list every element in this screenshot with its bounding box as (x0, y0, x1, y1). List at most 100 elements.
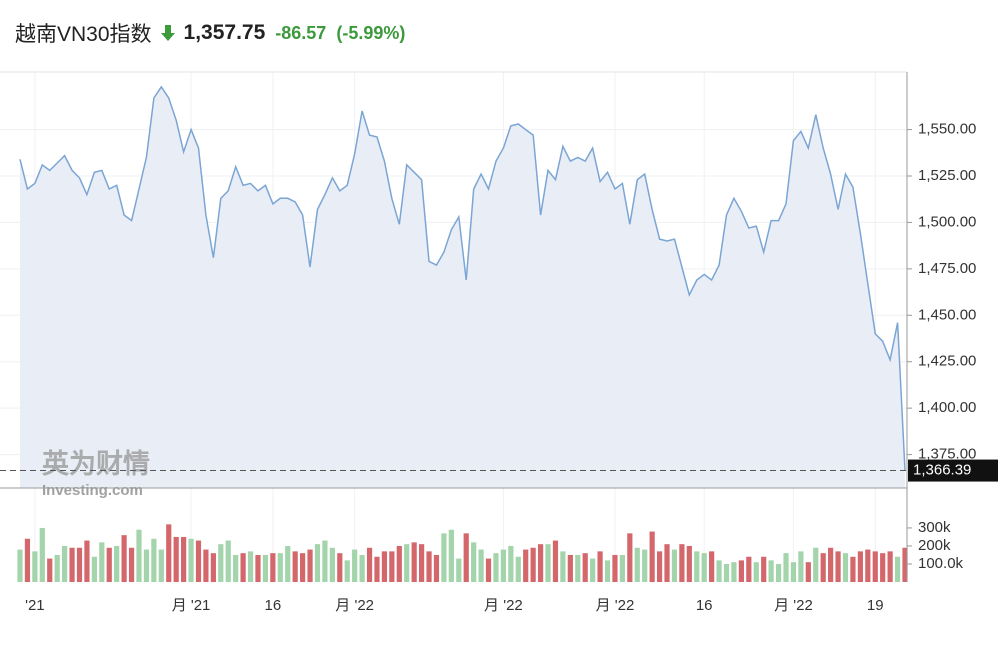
volume-bar (738, 560, 744, 582)
volume-bar (76, 547, 83, 582)
volume-bar (314, 544, 321, 582)
volume-bar (612, 554, 618, 582)
x-tick-label: 月 '21 (172, 597, 211, 614)
volume-bar (478, 549, 484, 582)
volume-bar (798, 551, 804, 582)
volume-bar (322, 540, 328, 582)
volume-bar (887, 551, 893, 582)
volume-bar (857, 551, 863, 582)
y-tick-label: 1,375.00 (918, 446, 976, 463)
volume-bar (404, 544, 410, 582)
volume-bar (210, 553, 216, 582)
y-tick-label: 1,550.00 (918, 121, 976, 138)
y-tick-label: 1,450.00 (918, 306, 976, 323)
volume-bar (374, 556, 380, 582)
volume-bar (114, 545, 120, 582)
volume-bar (352, 549, 358, 582)
volume-bar (627, 533, 633, 582)
volume-bar (344, 560, 350, 582)
volume-bar (679, 544, 685, 582)
volume-bar (203, 549, 209, 582)
volume-bar (597, 551, 603, 582)
volume-bar (292, 551, 298, 582)
volume-bar (39, 527, 45, 582)
volume-bar (262, 554, 269, 582)
volume-bar (456, 558, 462, 582)
volume-bar (805, 562, 811, 582)
volume-bar (790, 562, 797, 582)
volume-bar (329, 547, 335, 582)
volume-bar (701, 553, 707, 582)
volume-bar (485, 558, 492, 582)
volume-bar (255, 554, 261, 582)
volume-bar (270, 553, 276, 582)
volume-bar (471, 542, 477, 582)
volume-bar (381, 551, 388, 582)
volume-bar (523, 549, 529, 582)
watermark-cn: 英为财情 (42, 449, 150, 479)
volume-bar (664, 544, 670, 582)
volume-bar (686, 545, 692, 582)
y-tick-label: 1,525.00 (918, 167, 976, 184)
volume-bar (389, 551, 395, 582)
volume-bar (463, 533, 469, 582)
volume-bar (426, 551, 432, 582)
volume-bar (709, 551, 715, 582)
volume-bar (218, 544, 224, 582)
y-tick-label: 1,425.00 (918, 353, 976, 370)
volume-bar (225, 540, 231, 582)
volume-bar (337, 553, 343, 582)
volume-bar (813, 547, 819, 582)
volume-tick-label: 300k (918, 519, 951, 536)
header: 越南VN30指数 1,357.75 -86.57 (-5.99%) (15, 18, 405, 48)
volume-bar (32, 551, 38, 582)
volume-bar (545, 544, 551, 582)
volume-bar (723, 563, 730, 582)
x-tick-label: 16 (696, 597, 713, 614)
volume-bar (649, 531, 655, 582)
volume-bar (300, 553, 306, 582)
volume-bar (604, 560, 611, 582)
price-line (19, 85, 906, 471)
plot (17, 85, 908, 582)
volume-bar (47, 558, 53, 582)
change-percent: (-5.99%) (336, 22, 406, 43)
volume-bar (240, 553, 246, 582)
volume-bar (634, 547, 640, 582)
volume-bar (69, 547, 75, 582)
volume-bar (181, 536, 187, 582)
volume-bar (575, 554, 581, 582)
volume-bar (753, 562, 759, 582)
volume-bar (91, 556, 97, 582)
volume-bar (247, 551, 254, 582)
volume-bar (560, 551, 566, 582)
volume-bar (508, 545, 514, 582)
volume-bar (106, 547, 112, 582)
volume-bar (62, 545, 68, 582)
volume-bar (642, 549, 648, 582)
volume-bar (143, 549, 150, 582)
volume-bar (54, 554, 60, 582)
watermark-en: Investing.com (42, 482, 143, 499)
volume-bar (493, 553, 499, 582)
volume-bar (842, 553, 849, 582)
volume-bar (17, 549, 23, 582)
volume-bar (359, 554, 365, 582)
volume-bar (894, 556, 901, 582)
x-tick-label: 月 '22 (774, 597, 813, 614)
volume-bar (835, 551, 841, 582)
volume-bar (158, 549, 164, 582)
title: 越南VN30指数 (15, 23, 152, 46)
volume-bar (151, 538, 157, 582)
volume-bar (872, 551, 878, 582)
volume-bar (582, 553, 588, 582)
volume-bar (195, 540, 202, 582)
volume-bar (865, 549, 871, 582)
down-arrow-icon (160, 25, 175, 41)
volume-bar (619, 554, 625, 582)
volume-bar (285, 545, 291, 582)
volume-bar (366, 547, 373, 582)
x-tick-label: 月 '22 (484, 597, 523, 614)
